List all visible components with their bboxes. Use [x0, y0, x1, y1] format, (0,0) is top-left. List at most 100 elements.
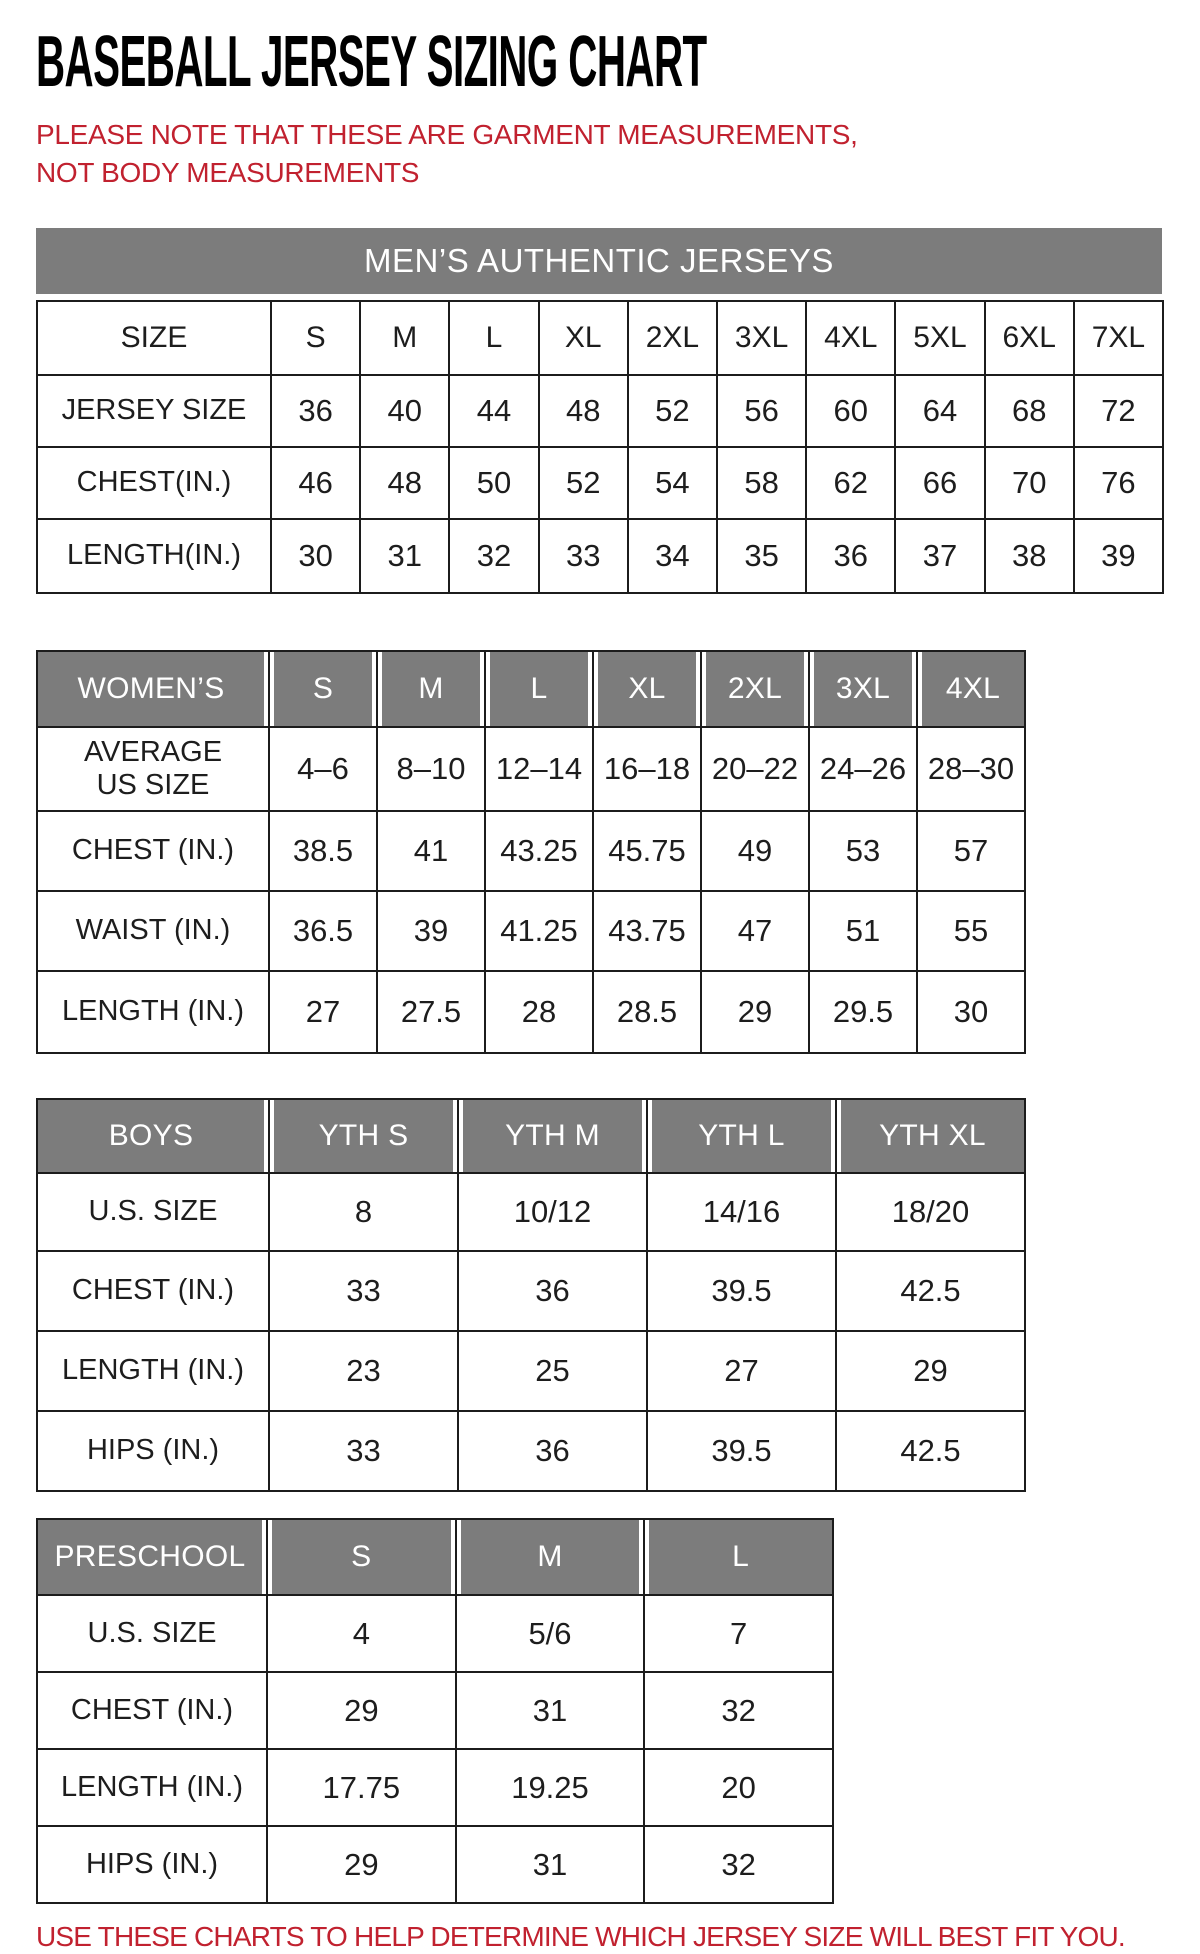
row-label-cell: CHEST (IN.): [38, 812, 270, 893]
header-cell-label: WOMEN’S: [38, 652, 264, 727]
value-cell: 49: [702, 812, 810, 893]
value-cell: 41.25: [486, 892, 594, 973]
value-cell: 52: [539, 448, 629, 521]
value-cell: 8–10: [378, 728, 486, 813]
column-header-cell: SIZE: [38, 302, 272, 377]
value-cell: 4–6: [270, 728, 378, 813]
value-cell: 29: [837, 1332, 1026, 1413]
value-cell: 16–18: [594, 728, 702, 813]
value-cell: 48: [539, 376, 629, 449]
header-cell-label: BOYS: [38, 1100, 264, 1173]
value-cell: 30: [918, 972, 1026, 1055]
header-cell-label: L: [490, 652, 588, 727]
value-cell: 32: [645, 1827, 834, 1905]
value-cell: 10/12: [459, 1174, 648, 1253]
row-label-cell: HIPS (IN.): [38, 1827, 268, 1905]
value-cell: 45.75: [594, 812, 702, 893]
value-cell: 33: [539, 520, 629, 595]
value-cell: 52: [628, 376, 718, 449]
header-cell-label: XL: [598, 652, 696, 727]
column-header-cell: L: [450, 302, 540, 377]
header-cell: L: [486, 652, 594, 729]
value-cell: 43.75: [594, 892, 702, 973]
row-label-cell: JERSEY SIZE: [38, 376, 272, 449]
column-header-cell: 6XL: [985, 302, 1075, 377]
value-cell: 44: [450, 376, 540, 449]
header-cell: YTH L: [648, 1100, 837, 1175]
value-cell: 31: [456, 1827, 646, 1905]
value-cell: 33: [270, 1252, 459, 1333]
header-cell: YTH M: [459, 1100, 648, 1175]
header-cell: BOYS: [38, 1100, 270, 1175]
row-label-cell: U.S. SIZE: [38, 1596, 268, 1674]
value-cell: 36: [459, 1412, 648, 1493]
value-cell: 76: [1074, 448, 1164, 521]
value-cell: 39: [378, 892, 486, 973]
value-cell: 36.5: [270, 892, 378, 973]
value-cell: 4: [268, 1596, 457, 1674]
row-label-cell: CHEST(IN.): [38, 448, 272, 521]
header-cell-label: 4XL: [922, 652, 1024, 727]
header-cell: 4XL: [918, 652, 1026, 729]
header-cell: S: [268, 1520, 457, 1597]
value-cell: 64: [896, 376, 986, 449]
row-label-cell: CHEST (IN.): [38, 1673, 268, 1751]
value-cell: 27: [270, 972, 378, 1055]
row-label-cell: WAIST (IN.): [38, 892, 270, 973]
row-label-cell: LENGTH (IN.): [38, 1750, 268, 1828]
header-cell-label: L: [649, 1520, 832, 1595]
header-cell-label: YTH L: [652, 1100, 831, 1173]
value-cell: 56: [717, 376, 808, 449]
preschool-sizing-table: PRESCHOOL S M L U.S. SIZE 4 5/6 7 CHEST (IN.) 29 3…: [36, 1518, 834, 1905]
value-cell: 29.5: [810, 972, 918, 1055]
header-cell: M: [456, 1520, 646, 1597]
value-cell: 23: [270, 1332, 459, 1413]
column-header-cell: 3XL: [717, 302, 808, 377]
value-cell: 29: [268, 1673, 457, 1751]
row-label-cell: LENGTH (IN.): [38, 1332, 270, 1413]
value-cell: 42.5: [837, 1252, 1026, 1333]
title-wrap: BASEBALL JERSEY SIZING CHART: [36, 26, 1200, 104]
header-cell-label: S: [274, 652, 372, 727]
value-cell: 66: [896, 448, 986, 521]
header-cell: 2XL: [702, 652, 810, 729]
header-cell-label: 2XL: [706, 652, 804, 727]
header-cell-label: 3XL: [814, 652, 912, 727]
column-header-cell: 7XL: [1074, 302, 1164, 377]
value-cell: 14/16: [648, 1174, 837, 1253]
header-cell-label: YTH M: [463, 1100, 642, 1173]
column-header-cell: 2XL: [628, 302, 718, 377]
header-cell-label: M: [382, 652, 480, 727]
value-cell: 5/6: [456, 1596, 646, 1674]
page-title: BASEBALL JERSEY SIZING CHART: [36, 22, 707, 102]
value-cell: 38.5: [270, 812, 378, 893]
value-cell: 31: [456, 1673, 646, 1751]
value-cell: 25: [459, 1332, 648, 1413]
value-cell: 46: [272, 448, 362, 521]
mens-sizing-table: SIZE S M L XL 2XL 3XL 4XL 5XL 6XL 7XL JERSEY SIZE 36…: [36, 300, 1164, 595]
value-cell: 60: [807, 376, 897, 449]
value-cell: 41: [378, 812, 486, 893]
header-cell: YTH XL: [837, 1100, 1026, 1175]
footer-note: USE THESE CHARTS TO HELP DETERMINE WHICH…: [36, 1921, 1126, 1953]
header-cell-label: M: [460, 1520, 640, 1595]
header-cell-label: YTH S: [274, 1100, 453, 1173]
value-cell: 62: [807, 448, 897, 521]
value-cell: 57: [918, 812, 1026, 893]
value-cell: 48: [361, 448, 451, 521]
value-cell: 29: [702, 972, 810, 1055]
header-cell: S: [270, 652, 378, 729]
value-cell: 40: [361, 376, 451, 449]
value-cell: 28.5: [594, 972, 702, 1055]
row-label-cell: LENGTH (IN.): [38, 972, 270, 1055]
header-cell: XL: [594, 652, 702, 729]
value-cell: 27.5: [378, 972, 486, 1055]
boys-sizing-table: BOYS YTH S YTH M YTH L YTH XL U.S. SIZE 8 10/12…: [36, 1098, 1026, 1493]
value-cell: 39.5: [648, 1412, 837, 1493]
value-cell: 32: [645, 1673, 834, 1751]
value-cell: 17.75: [268, 1750, 457, 1828]
column-header-cell: XL: [539, 302, 629, 377]
value-cell: 27: [648, 1332, 837, 1413]
row-label-cell: CHEST (IN.): [38, 1252, 270, 1333]
row-label-cell: AVERAGE US SIZE: [38, 728, 270, 813]
